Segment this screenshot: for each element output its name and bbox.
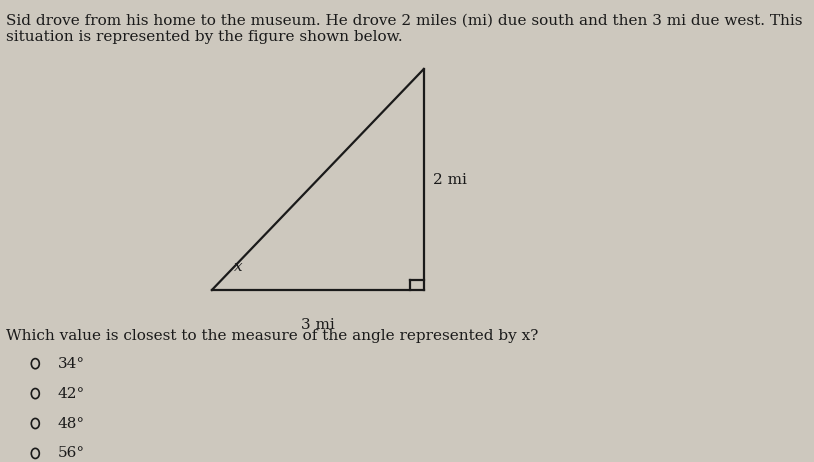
Text: x: x bbox=[234, 260, 243, 274]
Text: 3 mi: 3 mi bbox=[301, 318, 335, 332]
Text: Sid drove from his home to the museum. He drove 2 miles (mi) due south and then : Sid drove from his home to the museum. H… bbox=[7, 14, 803, 44]
Text: 42°: 42° bbox=[58, 387, 85, 401]
Text: 34°: 34° bbox=[58, 357, 85, 371]
Text: 56°: 56° bbox=[58, 446, 85, 461]
Text: 48°: 48° bbox=[58, 417, 85, 431]
Text: 2 mi: 2 mi bbox=[433, 172, 467, 187]
Text: Which value is closest to the measure of the angle represented by x?: Which value is closest to the measure of… bbox=[7, 329, 539, 343]
